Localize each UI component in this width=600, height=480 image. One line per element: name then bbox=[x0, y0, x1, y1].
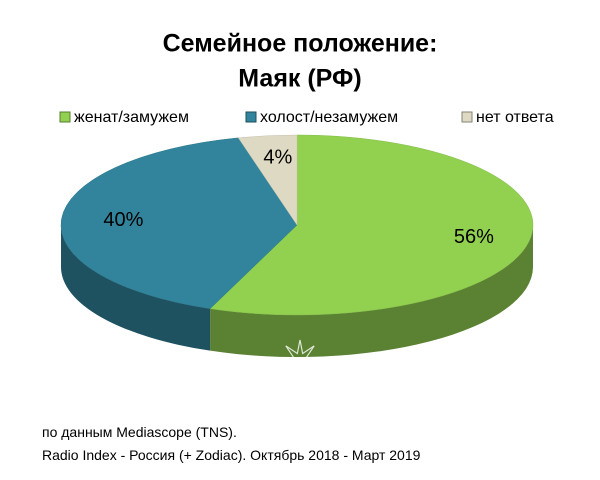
note: Radio Index - Россия (+ Zodiac). Октябрь… bbox=[42, 447, 421, 463]
slice bbox=[237, 134, 298, 226]
legend: женат/замужем холост/незамужем нет ответа bbox=[59, 109, 554, 126]
data-label: 40% bbox=[103, 209, 143, 231]
legend-marker bbox=[245, 111, 257, 123]
legend-marker bbox=[461, 111, 473, 123]
chart-title: Маяк (РФ) bbox=[238, 65, 361, 93]
watermark: ALLEN MEDIA bbox=[238, 386, 361, 405]
pie: 56% 40% 4% bbox=[60, 134, 534, 381]
watermark-logo bbox=[279, 339, 321, 381]
slice-side bbox=[61, 225, 211, 351]
slice bbox=[60, 137, 298, 309]
legend-marker bbox=[59, 111, 71, 123]
data-label: 56% bbox=[454, 226, 494, 248]
legend-label: женат/замужем bbox=[74, 109, 189, 126]
slice bbox=[209, 134, 534, 316]
chart-title: Семейное положение: bbox=[163, 30, 438, 58]
legend-label: холост/незамужем bbox=[260, 109, 398, 126]
slice-side bbox=[210, 225, 533, 357]
legend-label: нет ответа bbox=[476, 109, 554, 126]
data-label: 4% bbox=[263, 146, 292, 168]
note: по данным Mediascope (TNS). bbox=[42, 424, 237, 440]
